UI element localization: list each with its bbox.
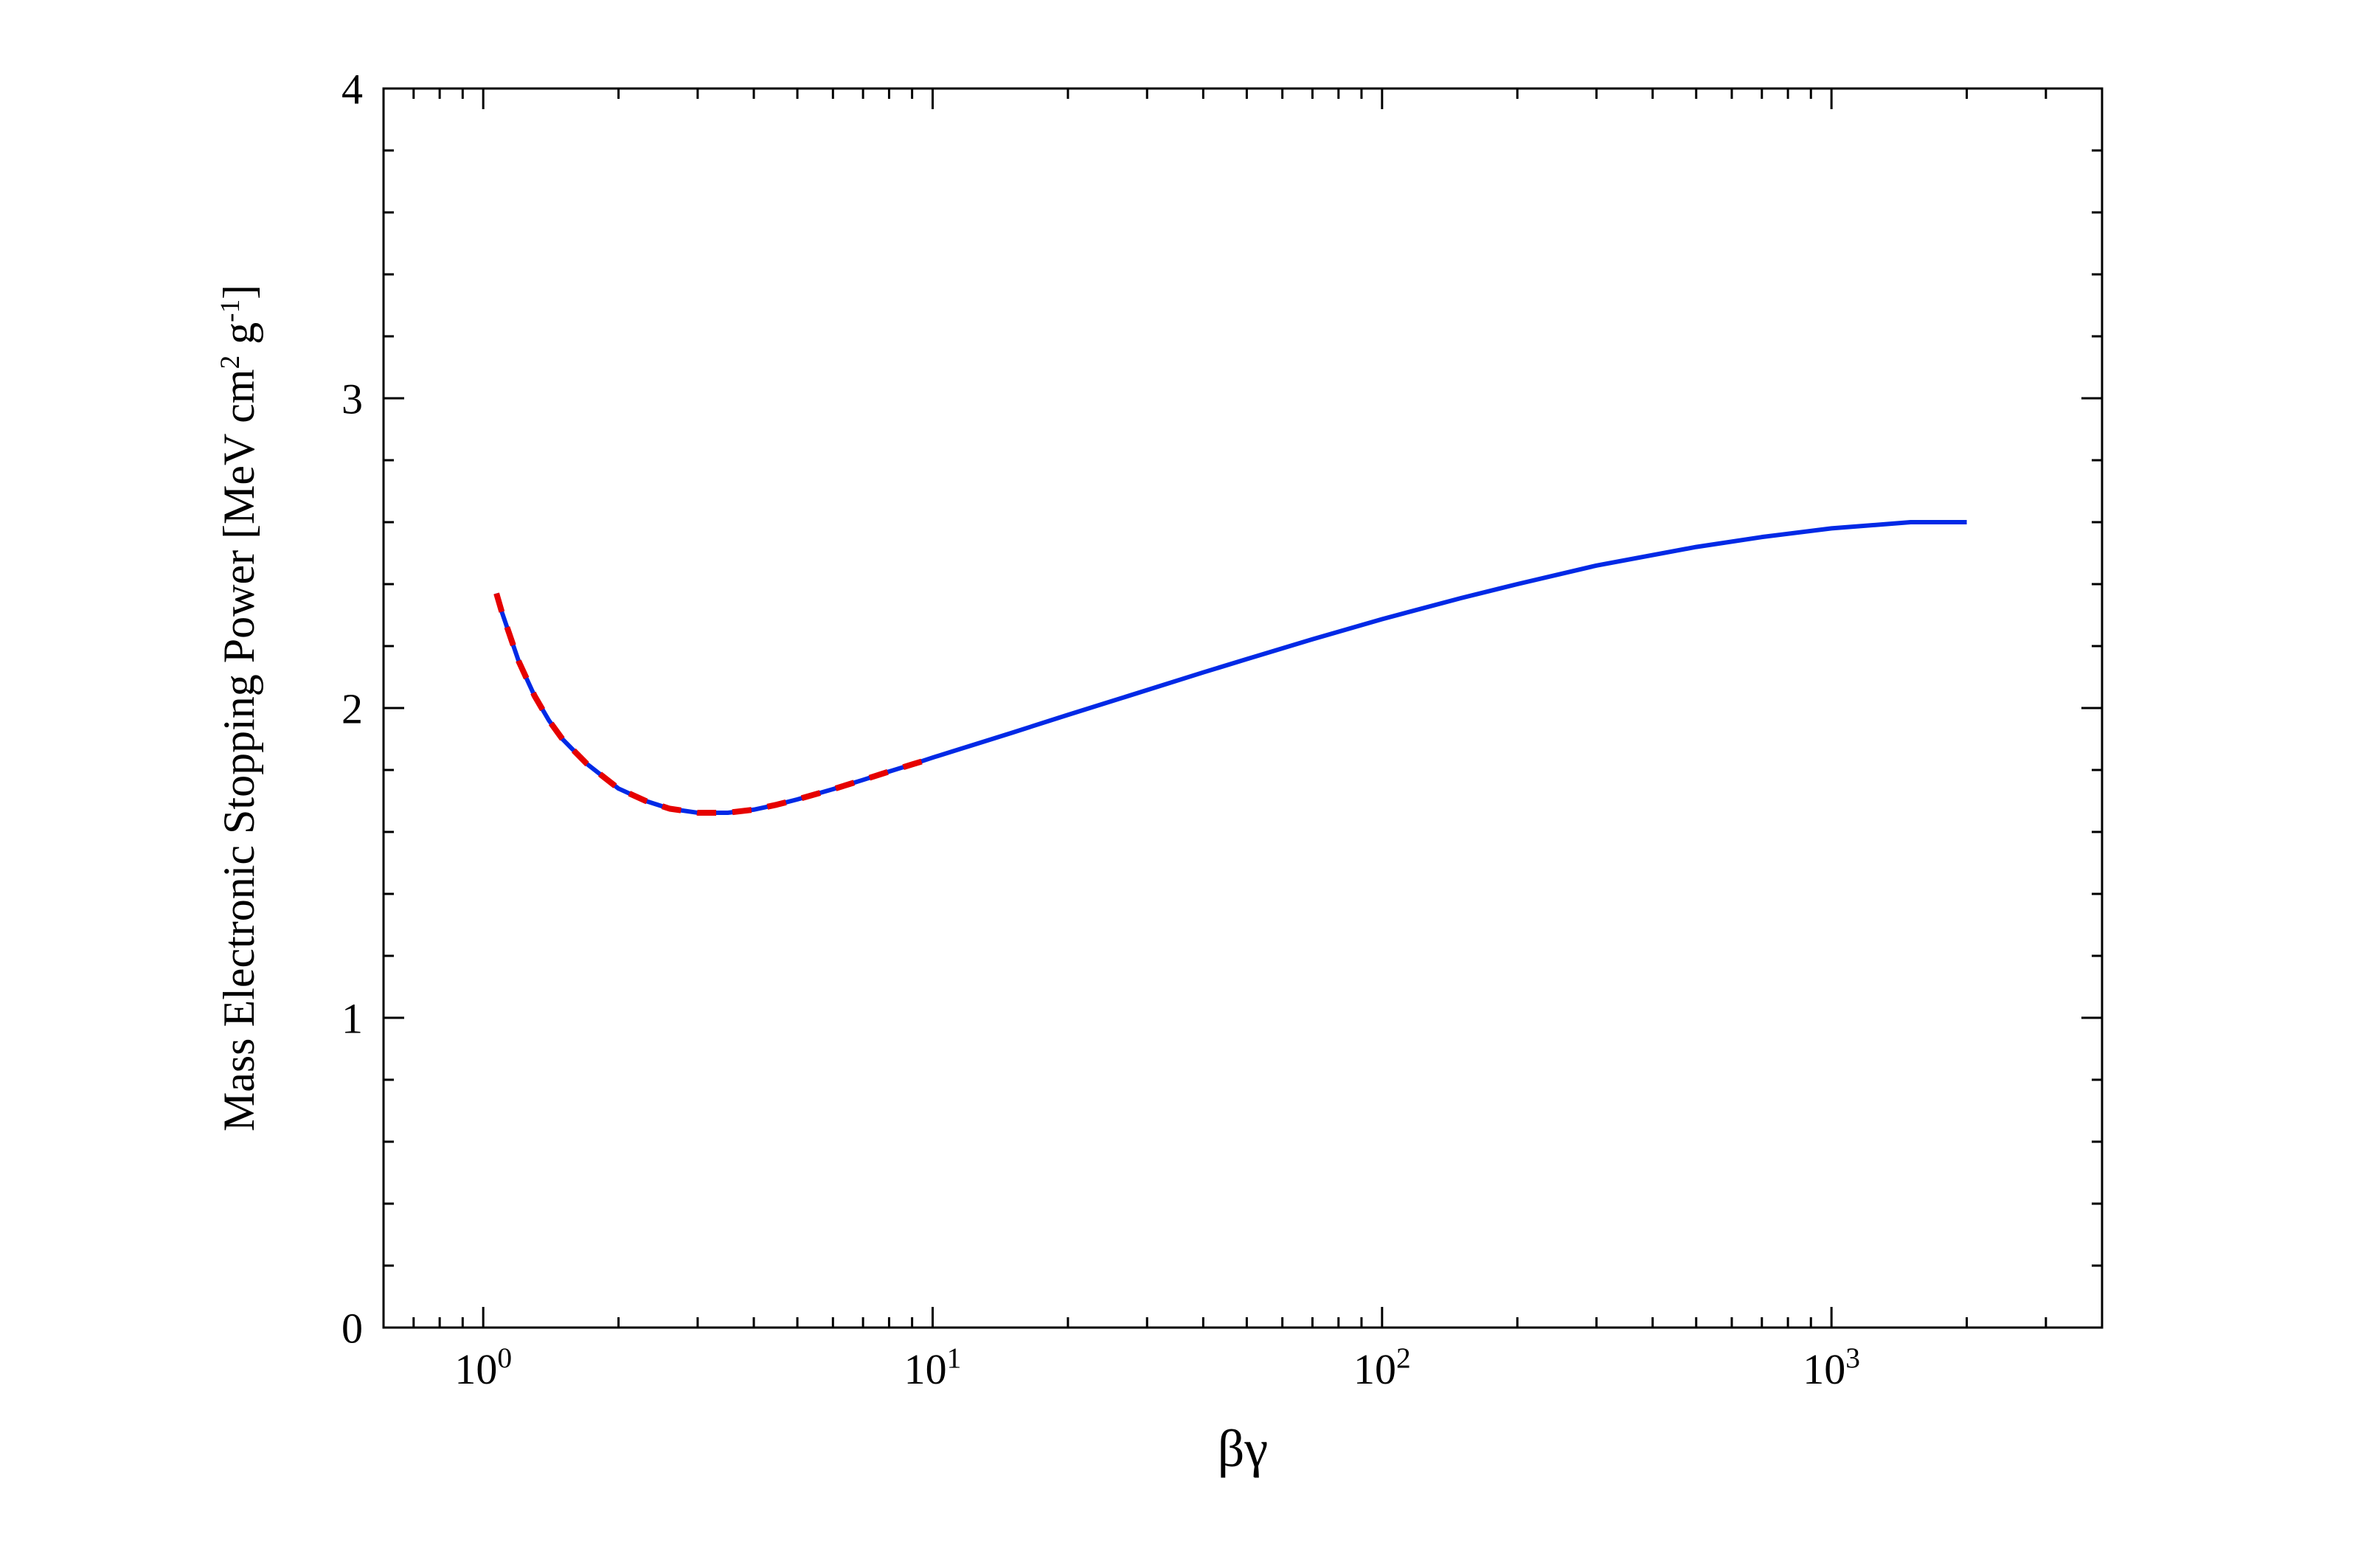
y-axis-label: Mass Electronic Stopping Power [MeV cm2 … — [215, 285, 263, 1131]
chart-container: 10010110210301234βγMass Electronic Stopp… — [0, 0, 2372, 1568]
y-tick-label: 1 — [341, 994, 363, 1042]
stopping-power-chart: 10010110210301234βγMass Electronic Stopp… — [0, 0, 2372, 1568]
y-tick-label: 2 — [341, 684, 363, 732]
x-axis-label: βγ — [1218, 1419, 1268, 1478]
y-tick-label: 4 — [341, 65, 363, 113]
y-tick-label: 3 — [341, 375, 363, 423]
y-tick-label: 0 — [341, 1304, 363, 1352]
